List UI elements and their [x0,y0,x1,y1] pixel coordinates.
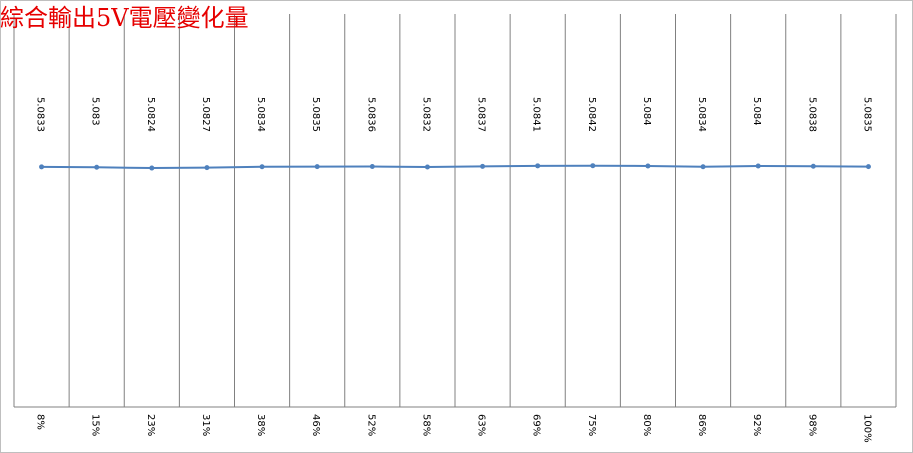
x-tick-label: 31% [200,414,211,436]
x-tick-label: 52% [365,414,376,436]
data-label: 5.0827 [200,97,211,132]
x-tick-label: 15% [90,414,101,436]
x-tick-label: 75% [586,414,597,436]
x-tick-label: 38% [255,414,266,436]
x-tick-label: 23% [145,414,156,436]
data-point [39,164,45,170]
data-point [810,163,816,169]
data-label: 5.0835 [861,97,872,132]
data-label: 5.084 [751,97,762,126]
data-label: 5.0841 [531,97,542,132]
data-label: 5.0833 [35,97,46,132]
x-tick-label: 98% [806,414,817,436]
data-label: 5.0835 [310,97,321,132]
x-tick-label: 58% [420,414,431,436]
chart-title: 綜合輸出5V電壓變化量 [0,4,249,32]
x-tick-label: 86% [696,414,707,436]
data-label: 5.0838 [806,97,817,132]
data-point [865,164,871,170]
data-label: 5.0842 [586,97,597,132]
data-point [700,164,706,170]
data-point [259,164,265,170]
x-tick-label: 80% [641,414,652,436]
data-point [424,164,430,170]
x-tick-label: 100% [861,414,872,443]
data-label: 5.0836 [365,97,376,132]
data-point [590,163,596,169]
data-label: 5.0832 [420,97,431,132]
x-tick-label: 8% [35,414,46,430]
data-label: 5.084 [641,97,652,126]
x-tick-label: 92% [751,414,762,436]
x-tick-label: 63% [476,414,487,436]
data-point [314,164,320,170]
data-point [755,163,761,169]
x-tick-label: 46% [310,414,321,436]
data-point [94,164,100,170]
data-point [535,163,541,169]
data-point [149,165,155,171]
data-point [645,163,651,169]
data-label: 5.083 [90,97,101,126]
data-label: 5.0834 [696,97,707,132]
data-point [480,163,486,169]
data-label: 5.0837 [476,97,487,132]
data-point [369,163,375,169]
x-tick-label: 69% [531,414,542,436]
data-label: 5.0824 [145,97,156,132]
series-line [41,164,869,170]
data-label: 5.0834 [255,97,266,132]
data-point [204,165,210,171]
